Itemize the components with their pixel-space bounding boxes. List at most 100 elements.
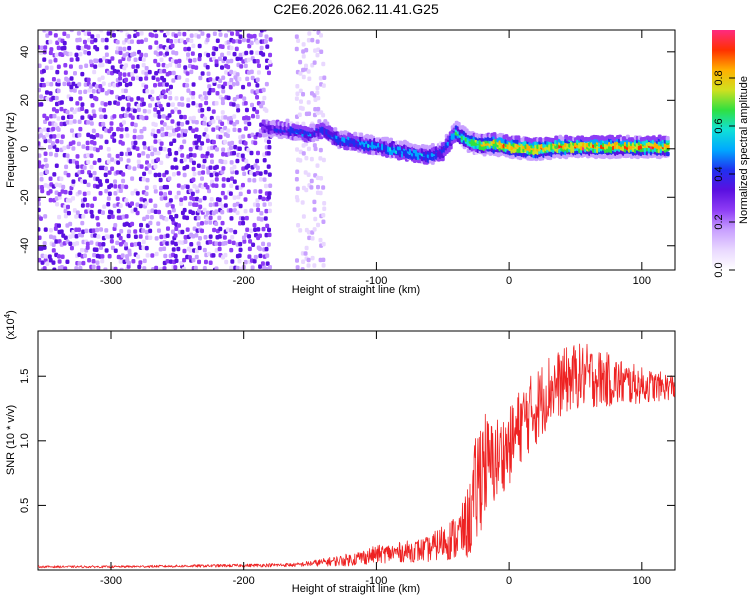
- noise-cell: [151, 75, 156, 81]
- noise-cell: [51, 25, 55, 30]
- noise-cell: [241, 84, 246, 90]
- noise-cell: [229, 227, 234, 233]
- noise-cell: [171, 207, 176, 213]
- noise-cell: [195, 103, 200, 108]
- noise-cell: [109, 234, 114, 239]
- noise-cell: [158, 246, 163, 252]
- faint-noise-cell: [301, 49, 306, 54]
- noise-cell: [221, 147, 226, 153]
- noise-cell: [235, 103, 240, 109]
- noise-cell: [81, 30, 86, 33]
- faint-noise-cell: [309, 178, 314, 184]
- signal-cell: [317, 119, 322, 124]
- noise-cell: [69, 128, 74, 133]
- noise-cell: [97, 77, 102, 82]
- noise-cell: [220, 190, 225, 196]
- noise-cell: [127, 165, 132, 170]
- noise-cell: [162, 266, 167, 270]
- noise-cell: [126, 102, 131, 108]
- noise-cell: [261, 87, 266, 93]
- noise-cell: [193, 134, 198, 139]
- noise-cell: [75, 57, 80, 62]
- noise-cell: [174, 50, 179, 56]
- noise-cell: [56, 133, 61, 138]
- noise-cell: [214, 164, 219, 170]
- noise-cell: [153, 133, 158, 139]
- noise-cell: [59, 229, 64, 234]
- noise-cell: [148, 198, 153, 203]
- noise-cell: [161, 89, 166, 94]
- noise-cell: [207, 146, 212, 151]
- noise-cell: [80, 45, 85, 51]
- noise-cell: [195, 145, 200, 150]
- snr-x-tick-label: 100: [633, 575, 651, 587]
- faint-noise-cell: [300, 267, 305, 270]
- noise-cell: [229, 77, 234, 83]
- faint-noise-cell: [304, 47, 309, 53]
- noise-cell: [167, 201, 172, 207]
- noise-cell: [152, 147, 157, 152]
- noise-cell: [118, 203, 123, 208]
- noise-cell: [133, 207, 138, 212]
- noise-cell: [197, 56, 202, 62]
- noise-cell: [38, 153, 42, 158]
- noise-cell: [54, 196, 59, 201]
- noise-cell: [150, 151, 155, 157]
- snr-x-tick-label: -100: [365, 575, 387, 587]
- noise-cell: [235, 94, 240, 100]
- noise-cell: [258, 253, 263, 259]
- noise-cell: [191, 90, 196, 96]
- noise-cell: [249, 40, 254, 46]
- noise-cell: [252, 107, 257, 112]
- noise-cell: [247, 25, 251, 30]
- noise-cell: [74, 52, 79, 58]
- noise-cell: [78, 126, 83, 132]
- noise-cell: [241, 59, 246, 64]
- noise-cell: [94, 58, 99, 64]
- noise-cell: [119, 30, 124, 33]
- faint-noise-cell: [316, 222, 321, 228]
- noise-cell: [75, 154, 80, 159]
- noise-cell: [260, 100, 265, 106]
- noise-cell: [174, 258, 179, 264]
- faint-noise-cell: [295, 147, 300, 152]
- noise-cell: [92, 252, 97, 258]
- noise-cell: [127, 34, 132, 39]
- noise-cell: [102, 56, 107, 61]
- noise-cell: [118, 81, 123, 87]
- noise-cell: [164, 63, 169, 69]
- noise-cell: [110, 166, 115, 172]
- noise-cell: [127, 72, 132, 77]
- noise-cell: [244, 25, 248, 30]
- noise-cell: [80, 106, 85, 112]
- noise-cell: [74, 266, 79, 270]
- colorbar-tick-label: 0.0: [713, 262, 725, 277]
- noise-cell: [119, 228, 124, 234]
- noise-cell: [132, 166, 137, 171]
- noise-cell: [38, 87, 41, 93]
- noise-cell: [214, 209, 219, 214]
- noise-cell: [214, 46, 219, 52]
- noise-cell: [230, 235, 235, 240]
- noise-cell: [40, 77, 45, 83]
- noise-cell: [202, 207, 207, 213]
- noise-cell: [257, 246, 262, 252]
- noise-cell: [74, 214, 79, 219]
- noise-cell: [49, 65, 54, 70]
- noise-cell: [250, 75, 255, 81]
- snr-scale-prefix: (x10: [5, 318, 17, 339]
- noise-cell: [161, 62, 166, 68]
- noise-cell: [236, 108, 241, 113]
- noise-cell: [264, 266, 269, 270]
- noise-cell: [220, 97, 225, 102]
- noise-cell: [240, 153, 245, 158]
- noise-cell: [222, 235, 227, 240]
- noise-cell: [135, 202, 140, 207]
- noise-cell: [86, 132, 91, 138]
- noise-cell: [115, 170, 120, 175]
- noise-cell: [253, 254, 258, 260]
- noise-cell: [200, 71, 205, 76]
- noise-cell: [232, 195, 237, 200]
- noise-cell: [87, 88, 92, 93]
- noise-cell: [113, 223, 118, 228]
